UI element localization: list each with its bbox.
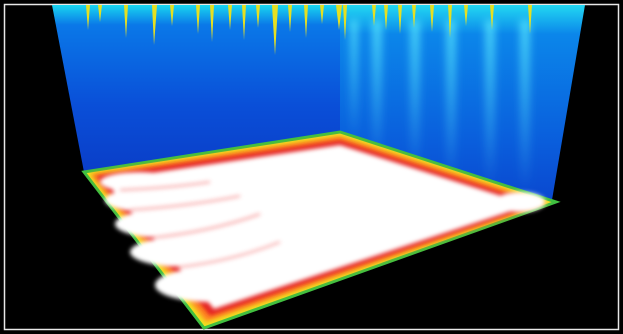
spike [124,5,128,38]
floor-patch [104,145,530,309]
spike [304,5,308,38]
floor-seam [149,213,261,239]
spike [320,5,324,24]
left-wall [52,5,340,172]
spike [272,5,278,55]
spike [343,5,347,40]
wall-streak [520,20,530,190]
floor-lobe [115,210,215,238]
spike [152,5,157,45]
spike [336,5,342,30]
spike [384,5,388,30]
spike [288,5,292,32]
wall-streak [410,20,420,170]
spike [170,5,174,26]
floor-lobe [495,192,545,212]
spike [372,5,376,26]
spike [86,5,90,30]
floor-core [100,145,545,309]
spike [528,5,532,34]
spike [398,5,402,34]
spike [448,5,452,38]
spike [242,5,246,40]
viewport-frame [3,3,620,331]
wall-streaks [350,20,530,190]
spike [412,5,416,28]
spike [490,5,494,30]
floor-seams [119,181,281,269]
wall-streak [485,20,495,185]
spike [196,5,200,34]
floor-seam [119,181,211,191]
wall-streak [446,20,456,180]
spike [464,5,468,26]
floor-lobe [155,268,265,302]
spike [210,5,214,42]
spikes [86,5,532,55]
floor-seam [129,195,241,211]
spike [430,5,434,32]
spike [98,5,102,22]
spike [256,5,260,28]
floor-seam [171,241,281,269]
spike [228,5,232,30]
wall-streak [350,20,358,140]
floor-lobe [130,237,240,267]
wall-streak [372,20,382,160]
